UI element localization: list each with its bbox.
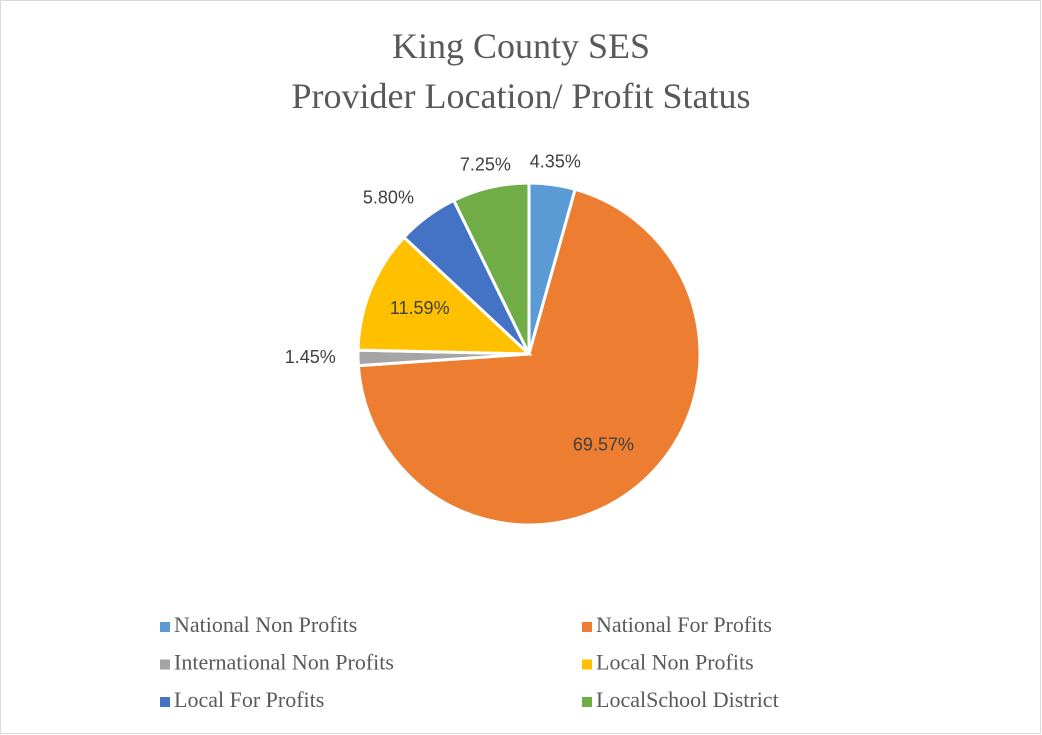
legend-label: Local For Profits xyxy=(174,687,324,712)
data-label: 1.45% xyxy=(285,347,336,367)
data-label: 69.57% xyxy=(573,434,634,454)
legend-label: International Non Profits xyxy=(174,650,394,675)
legend-swatch xyxy=(582,659,592,670)
legend-label: LocalSchool District xyxy=(596,687,779,712)
legend-swatch xyxy=(582,622,592,632)
chart-title: King County SES xyxy=(392,26,650,66)
legend-label: Local Non Profits xyxy=(596,650,754,675)
pie-slice xyxy=(451,181,531,355)
chart-title: Provider Location/ Profit Status xyxy=(292,76,751,116)
legend-label: National Non Profits xyxy=(174,612,357,637)
legend-swatch xyxy=(160,697,170,707)
data-label: 5.80% xyxy=(363,187,414,207)
legend-swatch xyxy=(160,622,170,632)
data-label: 11.59% xyxy=(390,298,450,318)
pie-slice xyxy=(356,187,702,527)
pie-slice xyxy=(356,235,533,356)
data-label: 7.25% xyxy=(460,155,511,175)
legend-swatch xyxy=(582,697,592,707)
data-label: 4.35% xyxy=(530,151,581,171)
legend-swatch xyxy=(160,659,170,670)
legend-label: National For Profits xyxy=(596,612,772,637)
